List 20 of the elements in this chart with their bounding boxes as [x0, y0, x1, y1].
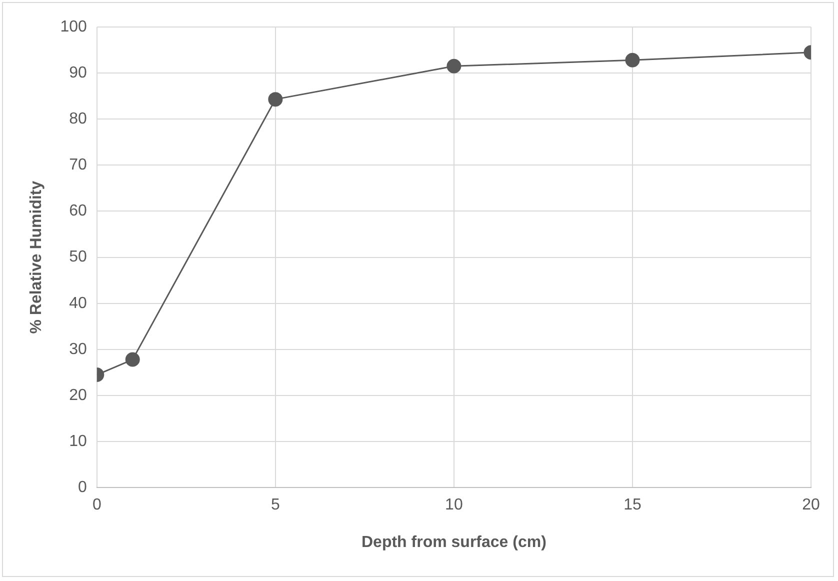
y-tick-label: 10 — [69, 432, 87, 450]
point — [268, 92, 283, 107]
point — [446, 58, 462, 74]
x-axis-title: Depth from surface (cm) — [361, 534, 546, 551]
y-tick-label: 20 — [69, 386, 87, 404]
y-tick-label: 50 — [69, 248, 87, 266]
x-tick-label: 0 — [92, 496, 102, 514]
x-tick-label: 15 — [624, 496, 642, 514]
y-tick-label: 30 — [69, 340, 87, 358]
x-tick-label: 20 — [802, 496, 820, 514]
y-tick-label: 0 — [78, 479, 87, 496]
x-tick-label: 5 — [270, 496, 280, 514]
y-tick-label: 70 — [69, 156, 87, 174]
y-tick-label: 40 — [69, 294, 87, 312]
x-tick-label: 10 — [445, 496, 463, 514]
y-axis-title: % Relative Humidity — [28, 180, 46, 334]
y-tick-label: 60 — [69, 202, 87, 220]
y-tick-label: 80 — [69, 110, 87, 128]
y-tick-label: 100 — [60, 18, 87, 36]
y-tick-label: 90 — [69, 64, 87, 82]
